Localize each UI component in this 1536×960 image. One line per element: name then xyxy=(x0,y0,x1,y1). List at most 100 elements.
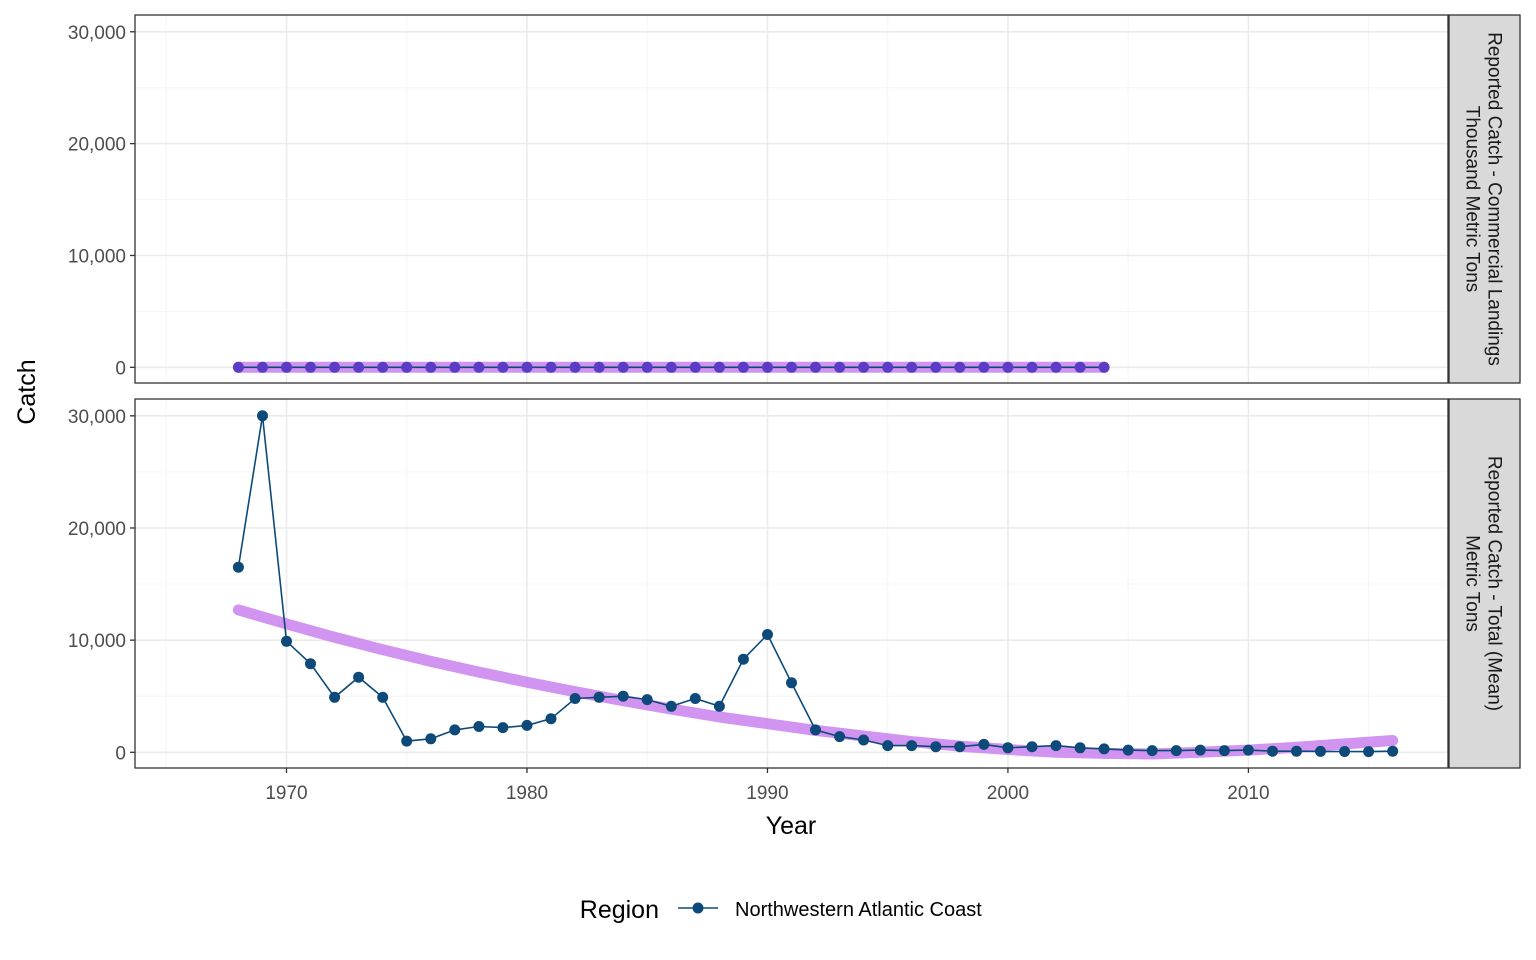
data-point xyxy=(641,694,653,706)
data-point xyxy=(786,677,797,689)
data-point xyxy=(617,361,629,373)
data-point xyxy=(425,361,437,373)
data-point xyxy=(1098,361,1110,373)
data-point xyxy=(882,740,894,752)
panel-1: 0 10,000 20,000 30,000 Reported Catch - Comm… xyxy=(68,14,1521,384)
data-point xyxy=(545,713,557,725)
data-point xyxy=(1315,745,1326,757)
data-point xyxy=(401,361,413,373)
data-point xyxy=(978,738,990,750)
data-point xyxy=(257,361,268,373)
data-point xyxy=(954,361,966,373)
strip-label: Reported Catch - Commercial LandingsThou… xyxy=(1462,32,1505,366)
data-point xyxy=(473,721,485,732)
y-tick-label: 0 xyxy=(115,358,126,379)
data-point xyxy=(762,361,773,373)
data-point xyxy=(449,361,461,373)
data-point xyxy=(1074,361,1086,373)
legend-key-point xyxy=(692,902,704,914)
data-point xyxy=(1218,745,1230,757)
data-point xyxy=(1002,742,1014,754)
strip-label-line: Thousand Metric Tons xyxy=(1462,106,1483,293)
data-point xyxy=(858,734,870,746)
data-point xyxy=(1026,361,1038,373)
panels: 0 10,000 20,000 30,000 Reported Catch - Comm… xyxy=(68,14,1521,769)
y-axis-title: Catch xyxy=(13,359,41,424)
data-point xyxy=(1387,745,1399,757)
y-tick-label: 20,000 xyxy=(68,519,126,540)
panel-background xyxy=(135,399,1448,768)
data-point xyxy=(353,361,365,373)
data-point xyxy=(1026,741,1038,753)
data-point xyxy=(930,361,942,373)
x-tick-label: 1970 xyxy=(265,783,307,804)
data-point xyxy=(1194,744,1206,756)
panel-border xyxy=(134,398,1449,769)
data-point xyxy=(882,361,894,373)
strip-background xyxy=(1448,398,1521,769)
data-point xyxy=(1267,745,1278,757)
data-point xyxy=(930,741,942,753)
data-point xyxy=(954,741,966,753)
panel-border xyxy=(134,14,1449,384)
data-point xyxy=(906,740,918,752)
data-point xyxy=(473,361,485,373)
data-point xyxy=(1363,746,1375,758)
data-point xyxy=(1339,746,1351,757)
data-point xyxy=(665,361,677,373)
data-point xyxy=(1146,745,1158,757)
data-point xyxy=(1242,744,1254,756)
data-point xyxy=(305,658,316,670)
data-point xyxy=(713,361,725,373)
data-point xyxy=(329,691,341,703)
data-point xyxy=(521,361,533,373)
data-point xyxy=(1050,361,1062,373)
data-point xyxy=(617,690,629,702)
legend-entry: Northwestern Atlantic Coast xyxy=(735,899,982,921)
data-point xyxy=(353,671,365,683)
legend-title: Region xyxy=(580,896,659,924)
data-point xyxy=(232,561,244,573)
data-point xyxy=(497,361,509,373)
data-point xyxy=(810,361,821,373)
data-point xyxy=(858,361,870,373)
data-point xyxy=(545,361,557,373)
data-point xyxy=(665,700,677,712)
data-point xyxy=(377,361,389,373)
strip-background xyxy=(1448,14,1521,384)
data-point xyxy=(786,361,797,373)
data-point xyxy=(497,722,509,734)
data-point xyxy=(281,635,292,647)
data-point xyxy=(1002,361,1014,373)
data-point xyxy=(906,361,918,373)
data-point xyxy=(737,653,749,665)
x-tick-label: 1990 xyxy=(746,783,788,804)
data-point xyxy=(281,361,292,373)
data-point xyxy=(449,724,461,736)
data-point xyxy=(593,361,605,373)
strip-label: Reported Catch - Total (Mean)Metric Tons xyxy=(1462,456,1505,711)
x-tick-label: 1980 xyxy=(506,783,548,804)
data-point xyxy=(689,693,701,704)
data-point xyxy=(593,691,605,703)
data-point xyxy=(834,361,846,373)
data-point xyxy=(810,724,821,736)
x-axis: 1970 1980 1990 2000 2010 xyxy=(265,768,1270,804)
x-axis-title: Year xyxy=(766,812,817,840)
legend: Region Northwestern Atlantic Coast xyxy=(580,896,982,924)
panel-background xyxy=(135,15,1448,383)
data-point xyxy=(641,361,653,373)
data-point xyxy=(401,735,413,747)
y-tick-label: 10,000 xyxy=(68,246,126,267)
strip-label-line: Metric Tons xyxy=(1462,535,1483,632)
panel-2: 0 10,000 20,000 30,000 Reported Catch - Tota… xyxy=(68,398,1521,769)
y-tick-label: 10,000 xyxy=(68,631,126,652)
data-point xyxy=(689,361,701,373)
x-tick-label: 2000 xyxy=(987,783,1029,804)
y-tick-label: 0 xyxy=(115,743,126,764)
x-tick-label: 2010 xyxy=(1227,783,1269,804)
data-point xyxy=(521,719,533,731)
data-point xyxy=(762,629,773,640)
data-point xyxy=(1098,743,1110,755)
